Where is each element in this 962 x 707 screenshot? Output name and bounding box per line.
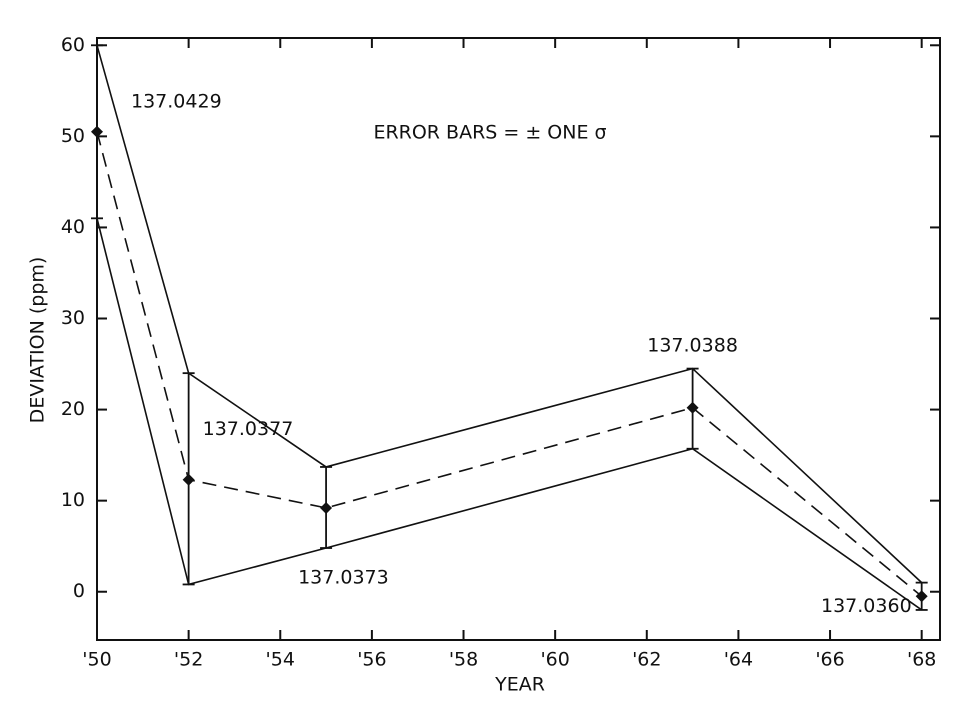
point-label: 137.0373 <box>298 566 389 588</box>
point <box>182 473 195 486</box>
x-tick-label: '54 <box>266 649 295 671</box>
point <box>686 401 699 414</box>
y-tick-label: 60 <box>61 34 85 56</box>
point <box>320 501 333 514</box>
plot-frame <box>96 37 941 641</box>
y-tick-label: 10 <box>61 489 85 511</box>
x-tick-label: '52 <box>174 649 203 671</box>
x-tick-label: '60 <box>540 649 569 671</box>
y-axis-label: DEVIATION (ppm) <box>27 257 49 424</box>
center-line <box>96 131 923 597</box>
point-label: 137.0429 <box>131 90 222 112</box>
point <box>915 590 928 603</box>
point-label: 137.0388 <box>647 334 738 356</box>
point-label: 137.0377 <box>203 418 294 440</box>
point <box>91 125 103 138</box>
x-tick-label: '66 <box>815 649 844 671</box>
x-axis-label: YEAR <box>494 674 545 696</box>
x-tick-label: '50 <box>82 649 111 671</box>
x-tick-label: '68 <box>907 649 936 671</box>
y-tick-label: 40 <box>61 216 85 238</box>
x-tick-label: '58 <box>449 649 478 671</box>
y-tick-label: 30 <box>61 307 85 329</box>
y-tick-label: 50 <box>61 125 85 147</box>
x-tick-label: '56 <box>357 649 386 671</box>
lower-line <box>96 218 923 611</box>
annotation: ERROR BARS = ± ONE σ <box>373 122 606 144</box>
y-tick-label: 20 <box>61 398 85 420</box>
x-tick-label: '64 <box>724 649 753 671</box>
x-tick-label: '62 <box>632 649 661 671</box>
y-tick-label: 0 <box>73 580 85 602</box>
point-label: 137.0360 <box>821 595 912 617</box>
